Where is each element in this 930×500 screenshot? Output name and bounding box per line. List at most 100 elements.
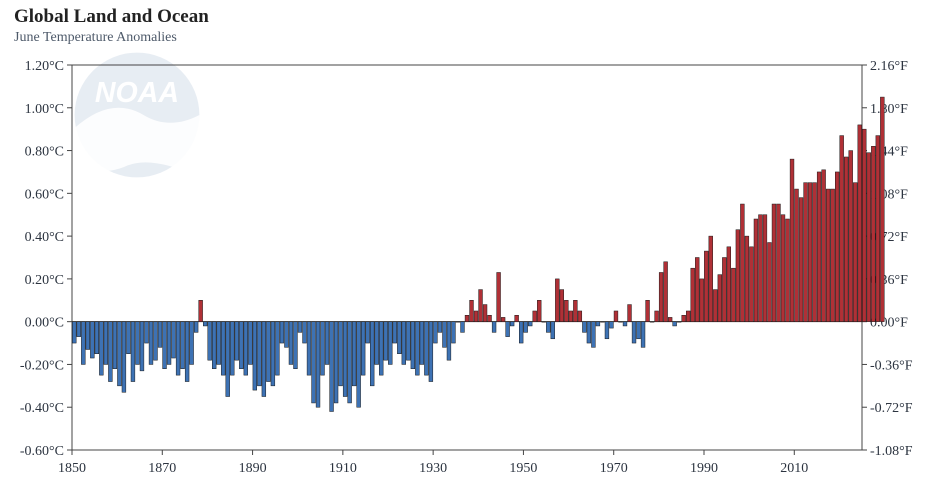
anomaly-bar	[736, 230, 740, 322]
anomaly-bar	[745, 236, 749, 322]
anomaly-bar	[280, 322, 284, 343]
anomaly-bar	[844, 157, 848, 322]
anomaly-bar	[145, 322, 149, 343]
anomaly-bar	[438, 322, 442, 333]
x-tick-label: 1970	[600, 461, 628, 476]
anomaly-bar	[646, 300, 650, 321]
anomaly-bar	[591, 322, 595, 348]
anomaly-bar	[605, 322, 609, 339]
y-right-tick-label: -0.72°F	[870, 401, 913, 416]
anomaly-bar	[163, 322, 167, 369]
anomaly-bar	[208, 322, 212, 361]
anomaly-bar	[488, 315, 492, 321]
anomaly-bar	[822, 170, 826, 322]
anomaly-bar	[537, 300, 541, 321]
anomaly-bar	[131, 322, 135, 382]
anomaly-bar	[235, 322, 239, 361]
anomaly-bar	[831, 189, 835, 322]
y-right-tick-label: 2.16°F	[870, 59, 908, 74]
anomaly-bar	[641, 322, 645, 348]
anomaly-bar	[239, 322, 243, 369]
y-left-tick-label: -0.20°C	[20, 358, 64, 373]
anomaly-bar	[194, 322, 198, 333]
chart-area: -0.60°C-0.40°C-0.20°C0.00°C0.20°C0.40°C0…	[0, 50, 930, 490]
anomaly-bar	[167, 322, 171, 365]
anomaly-bar	[361, 322, 365, 375]
anomaly-bar	[686, 311, 690, 322]
chart-title: Global Land and Ocean	[14, 6, 209, 28]
anomaly-bar	[127, 322, 131, 354]
y-right-tick-label: -1.08°F	[870, 444, 913, 459]
anomaly-bar	[307, 322, 311, 375]
anomaly-bar	[470, 300, 474, 321]
anomaly-bar	[754, 219, 758, 322]
anomaly-bar	[262, 322, 266, 397]
anomaly-bar	[77, 322, 81, 337]
x-tick-label: 2010	[780, 461, 808, 476]
anomaly-bar	[772, 204, 776, 322]
anomaly-bar	[379, 322, 383, 375]
anomaly-bar	[578, 311, 582, 322]
anomaly-bar	[849, 151, 853, 322]
anomaly-bar	[722, 258, 726, 322]
anomaly-bar	[813, 183, 817, 322]
anomaly-bar	[81, 322, 85, 365]
anomaly-bar	[799, 198, 803, 322]
chart-subtitle: June Temperature Anomalies	[14, 30, 209, 46]
anomaly-bar	[700, 279, 704, 322]
anomaly-bar	[185, 322, 189, 382]
anomaly-bar	[257, 322, 261, 386]
anomaly-bar	[456, 322, 460, 323]
anomaly-bar	[497, 272, 501, 321]
anomaly-bar	[519, 322, 523, 343]
anomaly-bar	[880, 97, 884, 322]
anomaly-bar	[871, 146, 875, 321]
anomaly-bar	[393, 322, 397, 343]
chart-header: Global Land and Ocean June Temperature A…	[14, 6, 209, 46]
anomaly-bar	[610, 322, 614, 328]
anomaly-bar	[303, 322, 307, 343]
anomaly-bar	[348, 322, 352, 403]
anomaly-bar	[795, 189, 799, 322]
anomaly-bar	[117, 322, 121, 386]
anomaly-bar	[867, 153, 871, 322]
anomaly-bar	[104, 322, 108, 365]
anomaly-bar	[623, 322, 627, 326]
anomaly-bar	[99, 322, 103, 375]
anomaly-bar	[546, 322, 550, 333]
x-tick-label: 1850	[58, 461, 86, 476]
anomaly-bar	[862, 129, 866, 321]
y-left-tick-label: 1.00°C	[25, 102, 64, 117]
anomaly-bar	[465, 315, 469, 321]
anomaly-bar	[564, 300, 568, 321]
anomaly-bar	[212, 322, 216, 369]
anomaly-bar	[483, 305, 487, 322]
anomaly-bar	[402, 322, 406, 365]
x-tick-label: 1870	[148, 461, 176, 476]
anomaly-bar	[172, 322, 176, 358]
anomaly-bar	[275, 322, 279, 375]
y-left-tick-label: -0.60°C	[20, 444, 64, 459]
anomaly-bar	[655, 311, 659, 322]
anomaly-bar	[298, 322, 302, 333]
anomaly-bar	[542, 322, 546, 323]
anomaly-bar	[176, 322, 180, 375]
anomaly-bar	[447, 322, 451, 361]
anomaly-bar	[253, 322, 257, 390]
anomaly-bar	[614, 311, 618, 322]
anomaly-bar	[181, 322, 185, 369]
anomaly-bar	[876, 136, 880, 322]
anomaly-bar	[366, 322, 370, 343]
anomaly-bar	[158, 322, 162, 348]
anomaly-bar	[808, 183, 812, 322]
anomaly-bar	[826, 189, 830, 322]
anomaly-bar	[289, 322, 293, 365]
anomaly-bar	[668, 317, 672, 321]
x-tick-label: 1910	[329, 461, 357, 476]
anomaly-bar	[406, 322, 410, 361]
anomaly-bar	[524, 322, 528, 333]
anomaly-bar	[582, 322, 586, 333]
x-tick-label: 1950	[509, 461, 537, 476]
anomaly-bar	[551, 322, 555, 339]
anomaly-bar	[199, 300, 203, 321]
